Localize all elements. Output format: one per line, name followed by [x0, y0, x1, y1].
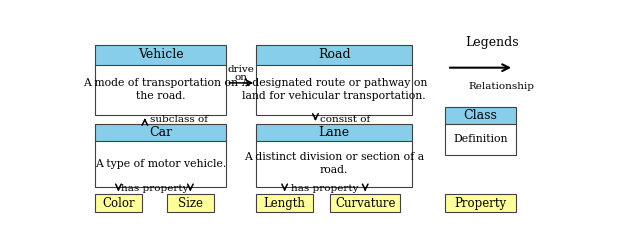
Bar — [445, 107, 516, 124]
Bar — [95, 194, 142, 212]
Text: subclass of: subclass of — [150, 115, 208, 124]
Text: Definition: Definition — [453, 134, 508, 144]
Text: Property: Property — [454, 197, 507, 210]
Text: Size: Size — [178, 197, 203, 210]
Bar — [256, 64, 412, 115]
Text: Color: Color — [102, 197, 135, 210]
Bar — [95, 45, 227, 115]
Bar — [256, 141, 412, 186]
Text: Car: Car — [149, 126, 172, 139]
Bar — [95, 124, 227, 186]
Text: drive: drive — [228, 65, 255, 74]
Bar — [256, 124, 412, 141]
Text: Road: Road — [318, 48, 351, 61]
Text: A type of motor vehicle.: A type of motor vehicle. — [95, 159, 226, 169]
Text: on: on — [235, 73, 248, 82]
Text: A mode of transportation on
the road.: A mode of transportation on the road. — [83, 78, 238, 102]
Bar — [167, 194, 214, 212]
Bar — [95, 141, 227, 186]
Bar — [95, 45, 227, 64]
Bar — [256, 124, 412, 186]
Bar — [445, 194, 516, 212]
Text: consist of: consist of — [321, 115, 371, 124]
Text: Length: Length — [264, 197, 305, 210]
Text: Lane: Lane — [319, 126, 350, 139]
Text: Curvature: Curvature — [335, 197, 396, 210]
Text: Vehicle: Vehicle — [138, 48, 184, 61]
Bar — [445, 107, 516, 155]
Bar — [330, 194, 400, 212]
Text: Legends: Legends — [465, 37, 518, 49]
Bar — [256, 194, 313, 212]
Text: Relationship: Relationship — [468, 82, 534, 91]
Text: has property: has property — [291, 184, 358, 193]
Text: Class: Class — [463, 109, 497, 122]
Text: A designated route or pathway on
land for vehicular transportation.: A designated route or pathway on land fo… — [241, 78, 428, 102]
Text: has property: has property — [121, 184, 188, 193]
Bar — [95, 124, 227, 141]
Bar — [445, 124, 516, 155]
Bar — [95, 64, 227, 115]
Text: A distinct division or section of a
road.: A distinct division or section of a road… — [244, 152, 424, 175]
Bar — [256, 45, 412, 64]
Bar — [256, 45, 412, 115]
